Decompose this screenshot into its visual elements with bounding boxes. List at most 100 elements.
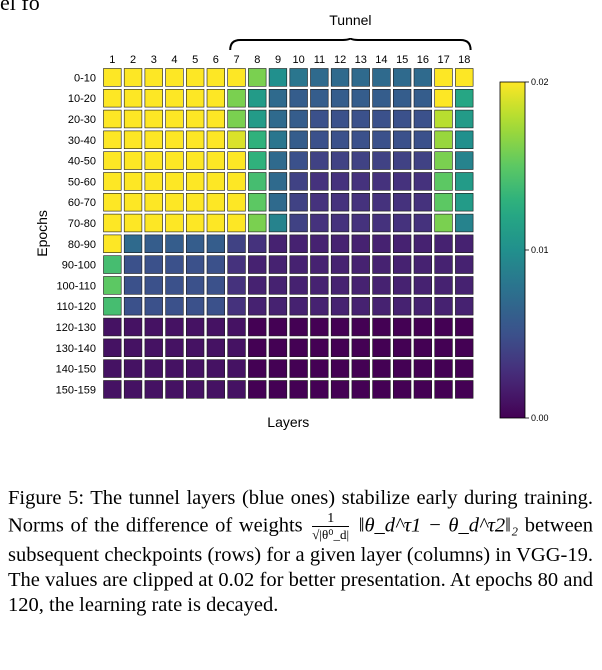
heatmap-cell [289, 317, 308, 337]
x-tick-label: 12 [334, 54, 346, 66]
heatmap-cell [123, 89, 143, 108]
heatmap-cell [144, 89, 163, 108]
caption-text-2: between subsequent checkpoints (rows) fo… [8, 514, 594, 616]
heatmap-cell [413, 359, 433, 378]
x-tick-label: 17 [437, 54, 449, 66]
y-tick-label: 20-30 [68, 114, 96, 126]
heatmap-cell [413, 213, 433, 233]
heatmap-cell [144, 359, 163, 378]
x-tick-label: 9 [275, 54, 281, 66]
heatmap-cell [227, 109, 246, 129]
heatmap-cell [392, 109, 412, 129]
heatmap-cell [165, 151, 184, 170]
heatmap-cell [206, 276, 226, 295]
heatmap-cell [144, 130, 163, 149]
heatmap-cell [144, 234, 163, 253]
heatmap-cell [372, 359, 391, 378]
x-tick-label: 4 [171, 54, 177, 66]
heatmap-cell [144, 296, 163, 316]
heatmap-cell [310, 213, 329, 233]
y-tick-label: 80-90 [68, 239, 96, 251]
heatmap-cell [227, 380, 246, 399]
normalization-fraction: 1 √|θ⁰_d| [312, 511, 350, 543]
heatmap-cell [206, 89, 226, 108]
heatmap-cell [248, 276, 267, 295]
heatmap-cell [206, 130, 226, 149]
heatmap-cell [144, 255, 163, 274]
heatmap-cell [351, 89, 370, 108]
y-tick-label: 60-70 [68, 197, 96, 209]
x-tick-label: 7 [233, 54, 239, 66]
heatmap-cell [413, 338, 433, 357]
heatmap-cell [289, 130, 308, 149]
heatmap-cell [123, 234, 143, 253]
heatmap-cell [330, 109, 350, 129]
heatmap-cell [144, 151, 163, 170]
heatmap-cell [103, 317, 122, 337]
heatmap-cell [165, 130, 184, 149]
heatmap-cell [392, 172, 412, 191]
heatmap-cell [165, 380, 184, 399]
heatmap-cell [289, 255, 308, 274]
heatmap-cell [186, 317, 205, 337]
heatmap-cell [392, 296, 412, 316]
heatmap-cell [372, 109, 391, 129]
heatmap-cell [186, 172, 205, 191]
heatmap-cell [227, 68, 246, 87]
heatmap-cell [248, 130, 267, 149]
heatmap-cell [434, 68, 453, 87]
heatmap-cell [206, 151, 226, 170]
colorbar [499, 81, 526, 419]
heatmap-cell [455, 296, 474, 316]
heatmap-cell [144, 193, 163, 212]
heatmap-cell [289, 213, 308, 233]
heatmap-cell [351, 317, 370, 337]
heatmap-cell [227, 213, 246, 233]
heatmap-cell [186, 130, 205, 149]
heatmap-cell [434, 151, 453, 170]
heatmap-cell [434, 213, 453, 233]
heatmap-cell [186, 296, 205, 316]
heatmap-cell [330, 359, 350, 378]
heatmap-cell [144, 276, 163, 295]
heatmap-cell [434, 193, 453, 212]
y-tick-label: 10-20 [68, 93, 96, 105]
heatmap-cell [186, 359, 205, 378]
heatmap-cell [289, 276, 308, 295]
heatmap-cell [165, 359, 184, 378]
heatmap-cell [206, 109, 226, 129]
heatmap-cell [310, 276, 329, 295]
heatmap-cell [310, 296, 329, 316]
heatmap-cell [206, 296, 226, 316]
heatmap-cell [351, 359, 370, 378]
heatmap-cell [248, 68, 267, 87]
heatmap-cell [248, 296, 267, 316]
heatmap-cell [206, 172, 226, 191]
heatmap-cell [268, 68, 288, 87]
heatmap-cell [103, 130, 122, 149]
heatmap-cell [455, 276, 474, 295]
heatmap-cell [268, 338, 288, 357]
x-tick-label: 8 [254, 54, 260, 66]
y-tick-label: 100-110 [56, 280, 96, 292]
x-tick-label: 15 [396, 54, 408, 66]
heatmap-cell [310, 109, 329, 129]
heatmap-cell [413, 276, 433, 295]
heatmap-cell [455, 234, 474, 253]
heatmap-cell [289, 359, 308, 378]
heatmap-cell [455, 255, 474, 274]
heatmap-cell [351, 109, 370, 129]
heatmap-cell [413, 380, 433, 399]
heatmap-cell [310, 380, 329, 399]
heatmap-cell [330, 68, 350, 87]
heatmap-cell [186, 234, 205, 253]
heatmap-cell [413, 317, 433, 337]
heatmap-cell [351, 68, 370, 87]
heatmap-cell [372, 317, 391, 337]
heatmap-cell [206, 359, 226, 378]
heatmap-cell [310, 317, 329, 337]
heatmap-cell [330, 380, 350, 399]
heatmap-cell [310, 151, 329, 170]
heatmap-cell [186, 338, 205, 357]
heatmap-cell [227, 89, 246, 108]
